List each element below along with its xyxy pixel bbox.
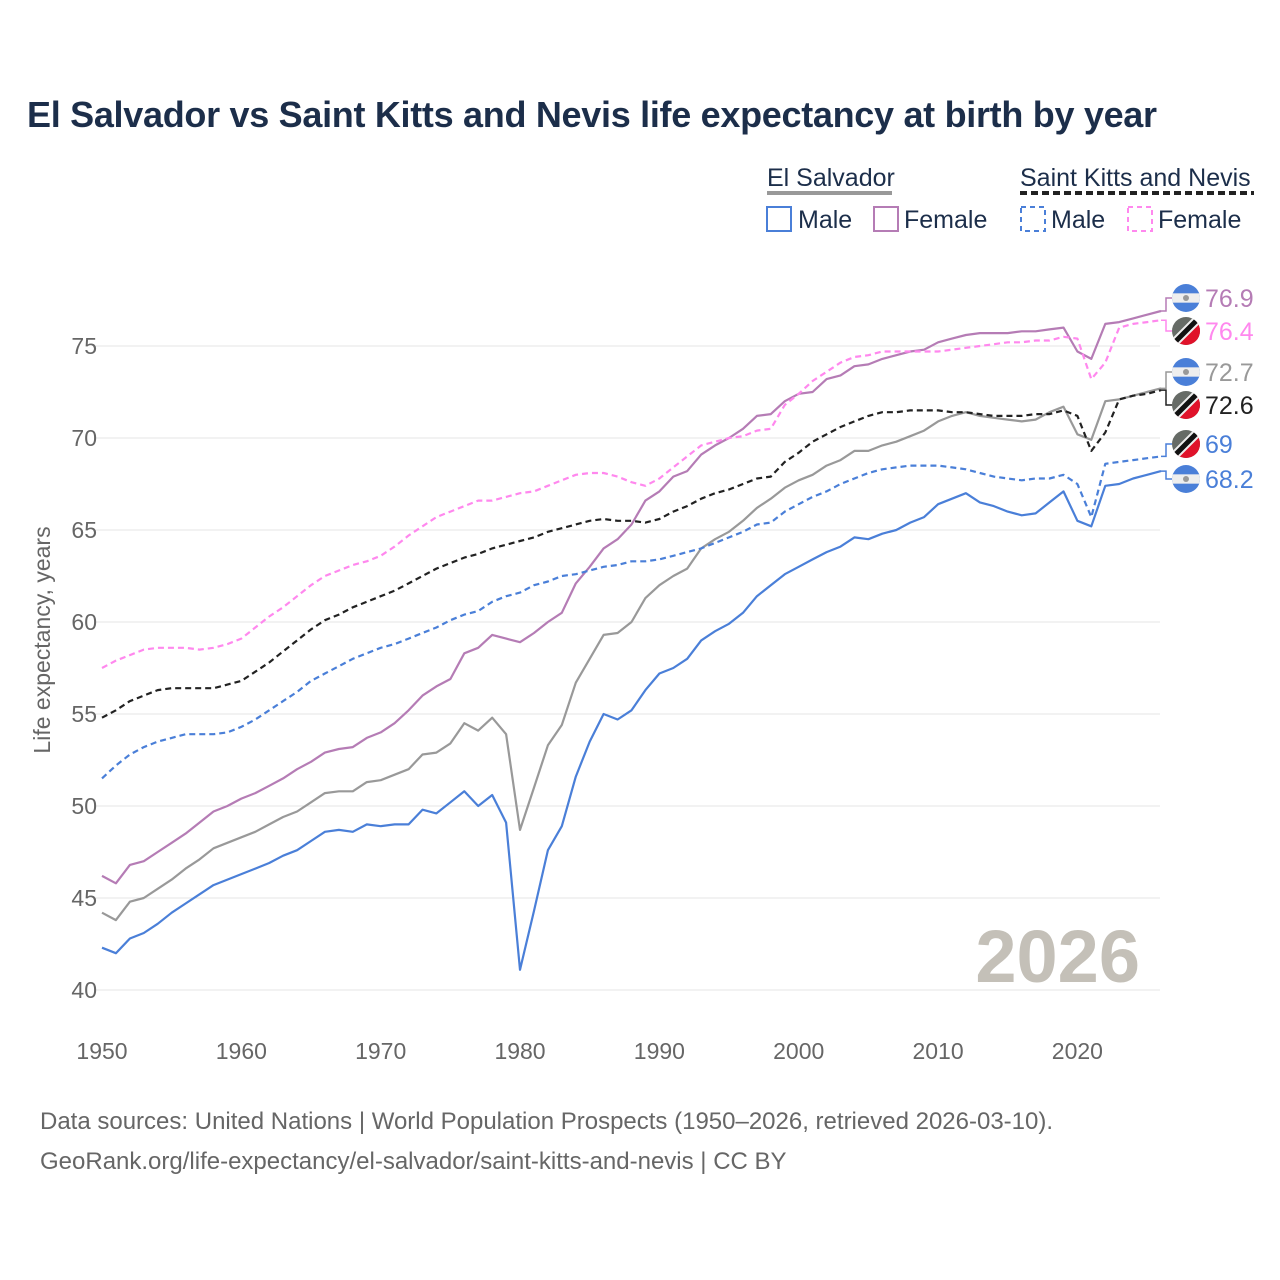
series-line-el-salvador-male	[101, 470, 1162, 971]
y-tick-label: 50	[71, 793, 97, 819]
end-connector	[1161, 371, 1172, 390]
series-line-saint-kitts-and-nevis	[101, 389, 1162, 719]
x-tick-label: 1980	[494, 1038, 545, 1064]
x-tick-label: 1960	[216, 1038, 267, 1064]
legend-swatch-el-salvador-female	[873, 206, 899, 232]
chart-title: El Salvador vs Saint Kitts and Nevis lif…	[27, 94, 1157, 135]
y-tick-label: 60	[71, 609, 97, 635]
x-tick-label: 2010	[912, 1038, 963, 1064]
y-tick-label: 45	[71, 885, 97, 911]
series-line-el-salvador-female	[101, 309, 1162, 885]
legend-country-el-salvador: El Salvador	[767, 164, 895, 192]
x-axis-ticks: 1950 1960 1970 1980 1990 2000 2010 2020	[76, 1038, 1103, 1064]
y-tick-label: 40	[71, 977, 97, 1003]
legend-swatch-skn-female	[1127, 206, 1153, 232]
y-tick-label: 55	[71, 701, 97, 727]
el-salvador-flag-icon	[1172, 358, 1200, 386]
y-axis-label: Life expectancy, years	[29, 526, 55, 753]
footer-source: Data sources: United Nations | World Pop…	[40, 1108, 1054, 1135]
el-salvador-flag-icon	[1172, 284, 1200, 312]
saint-kitts-and-nevis-flag-icon	[1172, 430, 1200, 458]
end-value-label: 76.4	[1205, 318, 1254, 346]
legend-label-el-salvador-male: Male	[798, 206, 852, 234]
end-labels: 76.9 76.4 72.7 72.6 69 68.2	[1161, 284, 1254, 494]
legend: El Salvador Male Female Saint Kitts and …	[766, 164, 1254, 234]
y-tick-label: 75	[71, 333, 97, 359]
series-line-saint-kitts-and-nevis-male	[101, 455, 1162, 780]
end-value-label: 69	[1205, 431, 1233, 459]
end-value-label: 68.2	[1205, 466, 1254, 494]
end-connector	[1161, 389, 1172, 406]
gridlines	[95, 345, 1160, 991]
series-line-el-salvador	[101, 387, 1162, 922]
series-line-saint-kitts-and-nevis-female	[101, 319, 1162, 669]
y-axis-ticks: 40 45 50 55 60 65 70 75	[71, 333, 97, 1003]
legend-swatch-skn-male	[1020, 206, 1046, 232]
end-connector	[1161, 470, 1172, 480]
series-lines	[101, 309, 1162, 971]
el-salvador-flag-icon	[1172, 465, 1200, 493]
y-tick-label: 65	[71, 517, 97, 543]
footer-url: GeoRank.org/life-expectancy/el-salvador/…	[40, 1148, 787, 1175]
legend-label-skn-male: Male	[1051, 206, 1105, 234]
x-tick-label: 1970	[355, 1038, 406, 1064]
x-tick-label: 2020	[1052, 1038, 1103, 1064]
x-tick-label: 2000	[773, 1038, 824, 1064]
saint-kitts-and-nevis-flag-icon	[1172, 391, 1200, 419]
end-connector	[1161, 319, 1172, 332]
end-connector	[1161, 443, 1172, 458]
legend-label-el-salvador-female: Female	[904, 206, 987, 234]
end-value-label: 76.9	[1205, 285, 1254, 313]
end-connector	[1161, 297, 1172, 312]
legend-label-skn-female: Female	[1158, 206, 1241, 234]
end-value-label: 72.6	[1205, 392, 1254, 420]
legend-country-saint-kitts-and-nevis: Saint Kitts and Nevis	[1020, 164, 1251, 192]
x-tick-label: 1950	[76, 1038, 127, 1064]
y-tick-label: 70	[71, 425, 97, 451]
watermark-year: 2026	[975, 915, 1140, 998]
legend-swatch-el-salvador-male	[766, 206, 792, 232]
saint-kitts-and-nevis-flag-icon	[1172, 317, 1200, 345]
x-tick-label: 1990	[634, 1038, 685, 1064]
end-value-label: 72.7	[1205, 359, 1254, 387]
